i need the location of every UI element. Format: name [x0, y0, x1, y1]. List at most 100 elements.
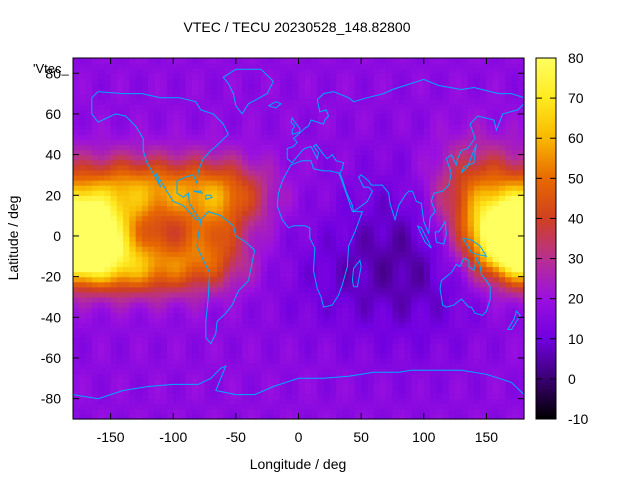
heatmap-cell: [273, 129, 281, 135]
heatmap-cell: [442, 373, 450, 379]
heatmap-cell: [204, 388, 212, 395]
heatmap-cell: [361, 144, 368, 151]
heatmap-cell: [192, 266, 199, 273]
heatmap-cell: [304, 185, 312, 191]
heatmap-cell: [498, 113, 506, 120]
heatmap-cell: [411, 342, 419, 349]
heatmap-cell: [166, 78, 174, 85]
heatmap-cell: [430, 286, 437, 293]
heatmap-cell: [455, 266, 462, 273]
heatmap-cell: [342, 210, 350, 217]
heatmap-cell: [373, 73, 381, 79]
heatmap-cell: [135, 103, 143, 110]
heatmap-cell: [116, 286, 124, 293]
heatmap-cell: [179, 332, 187, 339]
heatmap-cell: [379, 205, 387, 212]
heatmap-cell: [442, 144, 450, 151]
heatmap-cell: [455, 149, 462, 156]
heatmap-cell: [248, 347, 256, 354]
heatmap-cell: [404, 108, 412, 115]
heatmap-cell: [292, 261, 300, 268]
heatmap-cell: [423, 159, 431, 166]
heatmap-cell: [135, 174, 143, 181]
heatmap-cell: [73, 174, 80, 181]
heatmap-cell: [279, 103, 287, 110]
heatmap-cell: [135, 373, 143, 379]
heatmap-cell: [154, 322, 162, 329]
heatmap-cell: [379, 129, 387, 135]
heatmap-cell: [373, 68, 381, 74]
heatmap-cell: [223, 413, 231, 420]
heatmap-cell: [235, 190, 243, 196]
heatmap-cell: [511, 322, 519, 329]
heatmap-cell: [361, 73, 368, 79]
heatmap-cell: [379, 159, 387, 166]
heatmap-cell: [229, 190, 237, 196]
heatmap-cell: [123, 129, 130, 135]
heatmap-cell: [285, 98, 293, 105]
heatmap-cell: [254, 78, 262, 85]
heatmap-cell: [342, 302, 350, 308]
heatmap-cell: [329, 261, 337, 268]
heatmap-cell: [505, 205, 513, 212]
heatmap-cell: [210, 373, 218, 379]
heatmap-cell: [398, 373, 406, 379]
heatmap-cell: [98, 174, 105, 181]
heatmap-cell: [135, 108, 143, 115]
heatmap-cell: [461, 291, 469, 298]
heatmap-cell: [242, 98, 249, 105]
heatmap-cell: [348, 241, 356, 247]
heatmap-cell: [417, 291, 425, 298]
heatmap-cell: [104, 139, 112, 146]
heatmap-cell: [292, 357, 300, 364]
heatmap-cell: [98, 368, 105, 374]
heatmap-cell: [98, 200, 105, 207]
heatmap-cell: [173, 149, 181, 156]
heatmap-cell: [442, 195, 450, 201]
heatmap-cell: [323, 230, 331, 237]
heatmap-cell: [342, 73, 350, 79]
heatmap-cell: [179, 169, 187, 176]
heatmap-cell: [91, 332, 99, 339]
heatmap-cell: [185, 286, 193, 293]
heatmap-cell: [148, 113, 156, 120]
heatmap-cell: [248, 307, 256, 313]
heatmap-cell: [442, 266, 450, 273]
heatmap-cell: [242, 180, 249, 186]
heatmap-cell: [480, 241, 488, 247]
heatmap-cell: [129, 251, 137, 257]
heatmap-cell: [498, 83, 506, 90]
heatmap-cell: [379, 83, 387, 90]
heatmap-cell: [373, 271, 381, 278]
heatmap-cell: [461, 302, 469, 308]
heatmap-cell: [73, 139, 80, 146]
heatmap-cell: [417, 251, 425, 257]
heatmap-cell: [329, 108, 337, 115]
heatmap-cell: [267, 337, 275, 344]
heatmap-cell: [448, 149, 456, 156]
heatmap-cell: [492, 129, 500, 135]
heatmap-cell: [248, 383, 256, 390]
heatmap-cell: [329, 332, 337, 339]
heatmap-cell: [436, 383, 444, 390]
heatmap-cell: [116, 312, 124, 318]
heatmap-cell: [336, 393, 343, 400]
heatmap-cell: [223, 83, 231, 90]
heatmap-cell: [342, 307, 350, 313]
heatmap-cell: [285, 261, 293, 268]
heatmap-cell: [217, 144, 224, 151]
heatmap-cell: [311, 154, 318, 161]
heatmap-cell: [430, 337, 437, 344]
heatmap-cell: [166, 215, 174, 222]
heatmap-cell: [285, 373, 293, 379]
heatmap-cell: [210, 256, 218, 262]
heatmap-cell: [342, 129, 350, 135]
heatmap-cell: [179, 322, 187, 329]
heatmap-cell: [260, 225, 268, 232]
heatmap-cell: [173, 68, 181, 74]
heatmap-cell: [242, 124, 249, 130]
heatmap-cell: [392, 347, 400, 354]
heatmap-cell: [448, 205, 456, 212]
heatmap-cell: [235, 302, 243, 308]
heatmap-cell: [348, 368, 356, 374]
